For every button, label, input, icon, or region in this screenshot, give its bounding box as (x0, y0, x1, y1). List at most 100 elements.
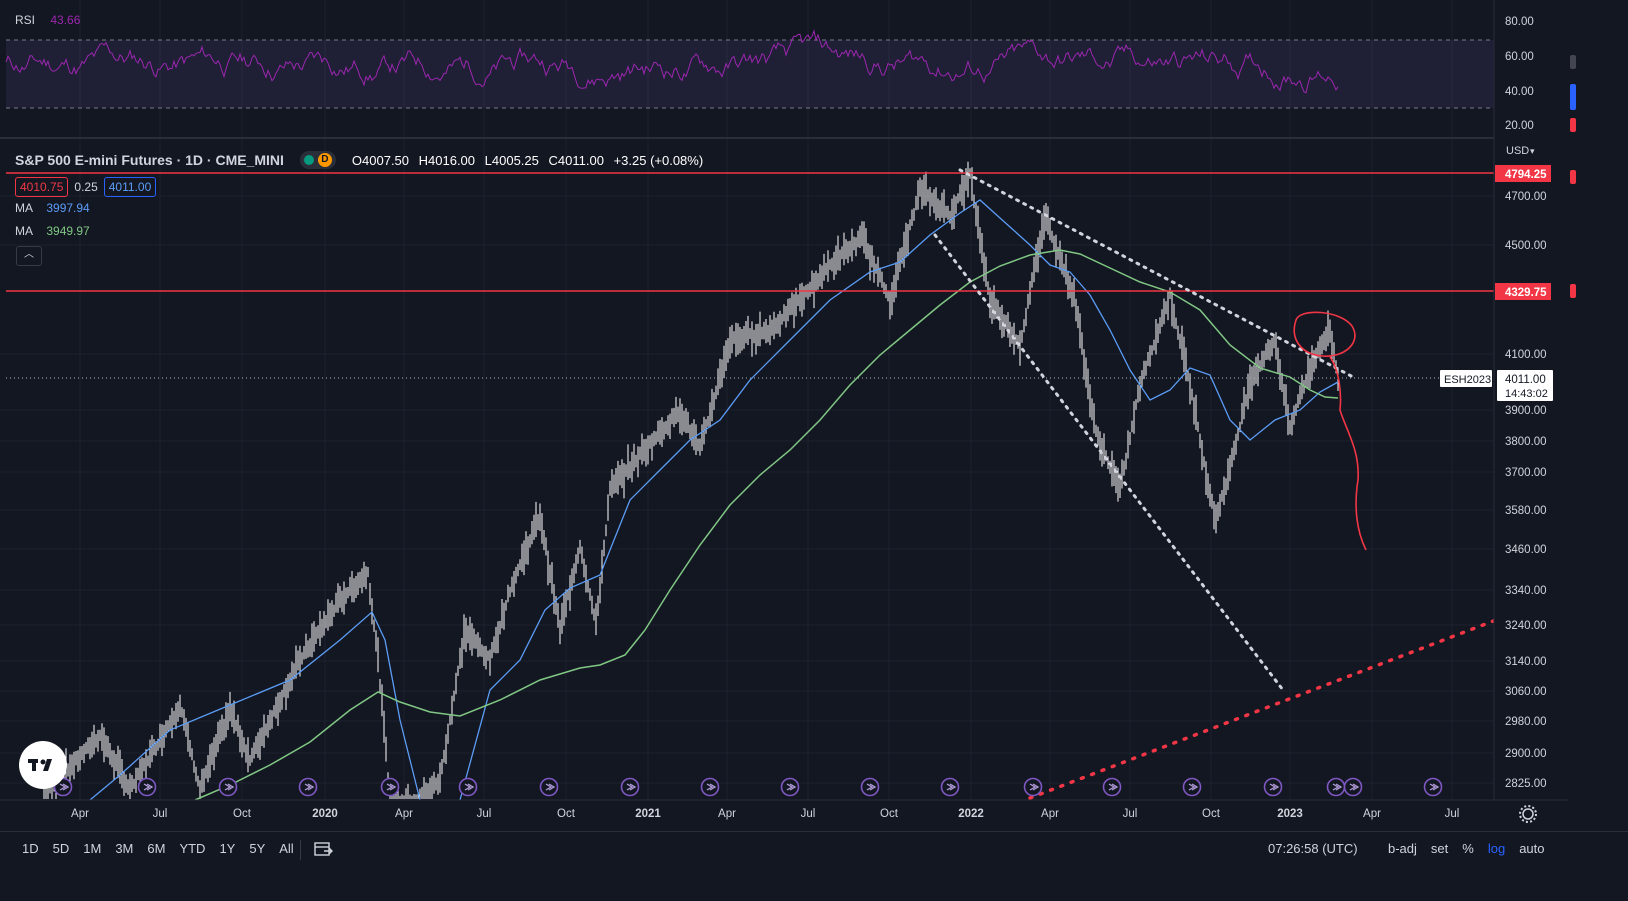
price-tick: 3800.00 (1505, 436, 1547, 448)
scale-option-b-adj-button[interactable]: b-adj (1388, 841, 1417, 856)
scale-option-auto-button[interactable]: auto (1519, 841, 1545, 856)
symbol-legend[interactable]: S&P 500 E-mini Futures · 1D · CME_MINI D… (15, 151, 709, 169)
sell-price-button[interactable]: 4010.75 (15, 177, 69, 197)
time-axis[interactable]: Apr Jul Oct 2020 Apr Jul Oct 2021 Apr Jul Oct 2022 A… (71, 808, 1459, 820)
rsi-tick: 40.00 (1505, 86, 1534, 98)
time-tick: Jul (153, 808, 168, 820)
time-tick: Jul (1445, 808, 1460, 820)
low-value: L4005.25 (484, 152, 539, 168)
range-ytd-button[interactable]: YTD (179, 841, 206, 856)
range-1y-button[interactable]: 1Y (219, 841, 236, 856)
range-1m-button[interactable]: 1M (83, 841, 102, 856)
symbol-title[interactable]: S&P 500 E-mini Futures · 1D · CME_MINI (15, 152, 284, 168)
range-3m-button[interactable]: 3M (115, 841, 134, 856)
event-marker-icon[interactable] (1423, 777, 1443, 797)
event-marker-icon[interactable] (780, 777, 800, 797)
high-value: H4016.00 (418, 152, 476, 168)
scale-option-percent-button[interactable]: % (1462, 841, 1474, 856)
candlestick-series (43, 161, 1339, 799)
rsi-tick: 60.00 (1505, 51, 1534, 63)
range-5y-button[interactable]: 5Y (249, 841, 266, 856)
scale-option-set-button[interactable]: set (1430, 841, 1449, 856)
price-tick: 3140.00 (1505, 656, 1547, 668)
time-tick: Jul (1123, 808, 1138, 820)
level-1-label (1495, 165, 1551, 182)
event-marker-icon[interactable] (380, 777, 400, 797)
scale-option-log-button[interactable]: log (1487, 841, 1506, 856)
ma-slow-legend[interactable]: MA 3949.97 (15, 224, 90, 238)
rsi-value: 43.66 (50, 13, 81, 27)
support-trendline[interactable] (1028, 618, 1498, 800)
event-marker-icon[interactable] (1182, 777, 1202, 797)
goto-date-icon[interactable] (312, 839, 334, 859)
ma-slow-label: MA (15, 224, 33, 238)
range-1d-button[interactable]: 1D (22, 841, 39, 856)
clock-label[interactable]: 07:26:58 (UTC) (1268, 841, 1358, 856)
lower-trendline[interactable] (933, 233, 1285, 692)
time-tick: Oct (557, 808, 576, 820)
event-marker-icon[interactable] (860, 777, 880, 797)
event-marker-icon[interactable] (1102, 777, 1122, 797)
projection-curve[interactable] (1329, 356, 1367, 551)
event-marker-icon[interactable] (1263, 777, 1283, 797)
price-tick: 3900.00 (1505, 405, 1547, 417)
buy-price-button[interactable]: 4011.00 (103, 177, 157, 197)
settings-gear-icon[interactable] (1519, 805, 1537, 823)
upper-trendline[interactable] (958, 168, 1357, 380)
scale-options[interactable]: b-adj set% log auto (1388, 841, 1545, 856)
currency-caret-icon[interactable]: ▾ (1530, 146, 1535, 156)
status-badges[interactable]: D (299, 151, 336, 169)
event-marker-icon[interactable] (137, 777, 157, 797)
event-marker-icon[interactable] (1023, 777, 1043, 797)
level-2-label (1495, 283, 1551, 300)
date-range-selector[interactable]: 1D 5D 1M 3M 6M YTD 1Y 5Y All (22, 841, 294, 856)
price-tick: 2980.00 (1505, 716, 1547, 728)
toolbar-divider (300, 840, 301, 860)
rsi-legend[interactable]: RSI 43.66 (15, 13, 80, 27)
rsi-series (5, 29, 1339, 94)
event-marker-icon[interactable] (458, 777, 478, 797)
event-marker-icon[interactable] (1326, 777, 1346, 797)
event-marker-icon[interactable] (1343, 777, 1363, 797)
ma-slow-value: 3949.97 (46, 224, 90, 238)
panel-handle-level[interactable] (1570, 170, 1576, 184)
time-tick: Oct (233, 808, 252, 820)
event-marker-icon[interactable] (218, 777, 238, 797)
time-tick: Apr (1363, 808, 1381, 820)
event-markers[interactable] (53, 777, 1443, 797)
event-marker-icon[interactable] (539, 777, 559, 797)
event-marker-icon[interactable] (700, 777, 720, 797)
event-marker-icon[interactable] (620, 777, 640, 797)
ma-fast-legend[interactable]: MA 3997.94 (15, 201, 90, 215)
price-tick: 3240.00 (1505, 620, 1547, 632)
open-value: O4007.50 (351, 152, 410, 168)
panel-handle[interactable] (1570, 55, 1576, 69)
range-all-button[interactable]: All (279, 841, 294, 856)
svg-text:4011.00: 4011.00 (1505, 374, 1546, 386)
panel-handle-alert[interactable] (1570, 118, 1576, 132)
spread-value: 0.25 (74, 180, 98, 194)
ticker-tag (1440, 370, 1492, 387)
rsi-label: RSI (15, 13, 36, 27)
range-5d-button[interactable]: 5D (52, 841, 70, 856)
trade-quote[interactable]: 4010.75 0.25 4011.00 (15, 177, 157, 197)
price-tick: 4500.00 (1505, 240, 1547, 252)
collapse-legend-button[interactable]: ︿ (16, 246, 42, 266)
svg-text:4794.25: 4794.25 (1505, 169, 1547, 181)
market-open-icon (303, 155, 314, 165)
highlight-ellipse[interactable] (1293, 311, 1356, 357)
range-6m-button[interactable]: 6M (147, 841, 166, 856)
delayed-data-badge[interactable]: D (317, 153, 332, 167)
price-axis[interactable]: 4700.00 4500.00 4100.00 3900.00 3800.00 3700.… (1505, 191, 1547, 790)
currency-label[interactable]: USD (1506, 145, 1529, 157)
panel-handle-active[interactable] (1570, 84, 1576, 110)
svg-text:ESH2023: ESH2023 (1444, 374, 1491, 386)
panel-handle-level-2[interactable] (1570, 284, 1576, 298)
rsi-axis[interactable]: 80.00 60.00 40.00 20.00 (1505, 16, 1534, 132)
tradingview-logo-icon[interactable] (19, 741, 67, 789)
time-tick: Jul (801, 808, 816, 820)
event-marker-icon[interactable] (298, 777, 318, 797)
price-tick: 4100.00 (1505, 349, 1547, 361)
event-marker-icon[interactable] (940, 777, 960, 797)
